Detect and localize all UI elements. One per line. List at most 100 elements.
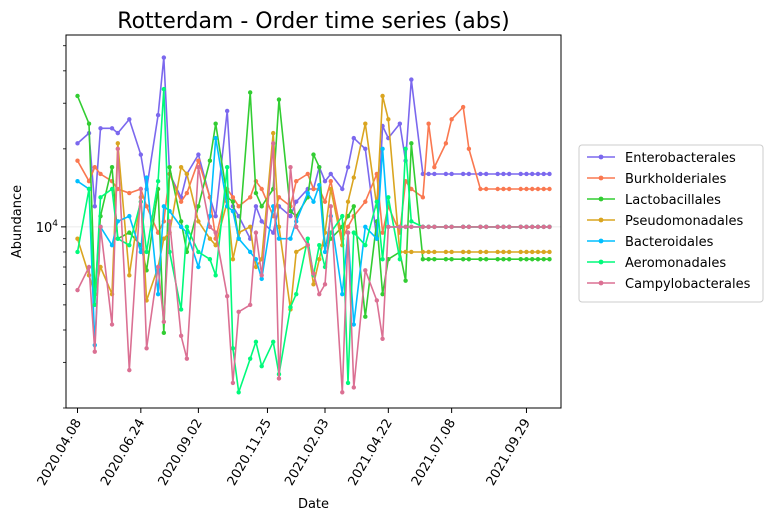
data-point: [449, 249, 454, 255]
data-point: [322, 249, 328, 255]
data-point: [115, 236, 121, 241]
data-point: [271, 130, 276, 136]
data-point: [75, 249, 80, 255]
data-point: [109, 322, 115, 327]
axes-frame: [65, 34, 562, 409]
data-point: [86, 186, 92, 192]
data-point: [184, 190, 190, 196]
data-point: [294, 199, 299, 204]
data-point: [386, 224, 391, 230]
data-point: [460, 224, 466, 230]
data-point: [495, 186, 500, 192]
data-point: [196, 158, 201, 163]
data-point: [328, 186, 333, 192]
legend-label: Campylobacterales: [625, 277, 751, 292]
x-tick-label: 2021.09.29: [484, 417, 534, 489]
data-point: [506, 171, 512, 177]
data-point: [409, 141, 414, 146]
data-point: [161, 55, 167, 60]
data-point: [98, 171, 103, 177]
data-point: [115, 146, 121, 152]
data-point: [288, 236, 293, 241]
data-point: [397, 121, 403, 126]
data-point: [380, 291, 385, 297]
data-point: [213, 213, 218, 219]
data-point: [501, 257, 506, 262]
data-point: [213, 273, 218, 278]
data-point: [432, 249, 437, 255]
data-point: [535, 186, 541, 192]
data-point: [460, 249, 466, 255]
data-point: [409, 249, 414, 255]
data-point: [305, 190, 310, 196]
data-point: [518, 249, 523, 255]
data-point: [340, 291, 345, 297]
data-point: [144, 249, 149, 255]
data-point: [518, 171, 523, 177]
data-point: [322, 199, 328, 204]
data-point: [535, 171, 541, 177]
data-point: [178, 164, 184, 170]
legend-item: Pseudomonadales: [587, 214, 743, 229]
data-point: [501, 249, 506, 255]
data-point: [184, 224, 190, 230]
series-line: [76, 88, 550, 394]
data-point: [466, 249, 472, 255]
data-point: [530, 224, 535, 230]
data-point: [92, 164, 97, 170]
data-point: [409, 77, 414, 82]
data-point: [127, 242, 132, 248]
data-point: [311, 199, 316, 204]
data-point: [547, 224, 552, 230]
data-point: [363, 268, 368, 273]
data-point: [294, 249, 299, 255]
data-point: [345, 164, 351, 170]
data-point: [259, 204, 264, 209]
data-point: [196, 219, 201, 224]
data-point: [420, 195, 426, 200]
legend-swatch-marker: [598, 259, 604, 265]
data-point: [535, 224, 541, 230]
data-point: [363, 314, 368, 319]
data-point: [541, 186, 546, 192]
data-point: [259, 276, 264, 282]
data-point: [178, 307, 184, 312]
data-point: [178, 333, 184, 338]
data-point: [426, 171, 431, 177]
data-point: [403, 278, 408, 283]
data-point: [109, 242, 115, 248]
data-point: [506, 186, 512, 192]
x-tick-label: 2021.07.08: [409, 417, 459, 489]
chart-title: Rotterdam - Order time series (abs): [117, 9, 509, 34]
data-point: [478, 186, 483, 192]
data-point: [432, 171, 437, 177]
data-point: [541, 249, 546, 255]
data-point: [230, 346, 236, 351]
data-point: [524, 257, 529, 262]
data-point: [483, 171, 489, 177]
data-point: [426, 257, 431, 262]
legend-label: Lactobacillales: [625, 193, 721, 208]
data-point: [466, 257, 472, 262]
data-point: [317, 242, 322, 248]
data-point: [109, 186, 115, 192]
legend-swatch-marker: [598, 238, 604, 244]
data-point: [207, 236, 213, 241]
data-point: [294, 224, 299, 230]
data-point: [236, 204, 241, 209]
data-point: [403, 224, 408, 230]
data-point: [506, 224, 512, 230]
data-point: [547, 249, 552, 255]
data-point: [253, 190, 259, 196]
data-point: [271, 339, 276, 345]
legend-label: Burkholderiales: [625, 172, 727, 187]
data-point: [311, 282, 316, 287]
data-point: [328, 179, 333, 184]
data-point: [207, 158, 213, 163]
data-point: [230, 199, 236, 204]
data-point: [109, 126, 115, 131]
data-point: [420, 249, 426, 255]
data-point: [506, 249, 512, 255]
data-point: [506, 257, 512, 262]
data-point: [98, 126, 103, 131]
